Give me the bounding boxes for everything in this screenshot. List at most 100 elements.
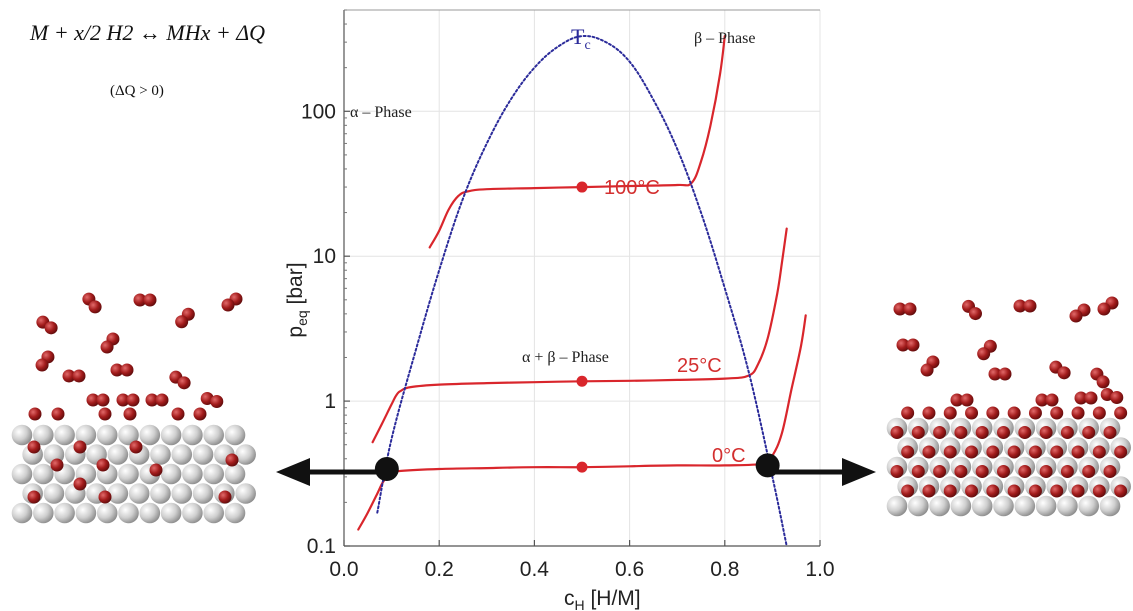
isotherm-label-100c: 100°C	[604, 177, 660, 199]
equation-main: M + x/2 H2 ↔ MHx + ΔQ	[29, 20, 265, 45]
y-axis-label-text: peq [bar]	[284, 262, 310, 337]
metal-atom-right	[971, 495, 993, 517]
metal-atom-left	[33, 502, 54, 524]
h2-molecule-gas-left	[116, 393, 130, 407]
arrow-left-head	[276, 458, 310, 486]
metal-atom-left	[54, 424, 75, 446]
interstitial-h-atom-right	[1103, 465, 1117, 478]
h2-molecule-gas-left	[126, 393, 140, 407]
metal-atom-left	[75, 424, 97, 446]
interstitial-h-atom-right	[1060, 465, 1074, 478]
interstitial-h-atom-left	[225, 453, 239, 467]
h2-molecule-gas-left	[86, 393, 100, 407]
metal-atom-left	[224, 424, 246, 446]
h2-molecule-gas-left	[145, 393, 159, 407]
metal-atom-right	[886, 495, 908, 517]
x-tick-label: 0.0	[329, 558, 358, 581]
h2-molecule-gas-left	[72, 369, 86, 383]
metal-atom-left	[150, 444, 171, 465]
h2-molecule-gas-left	[44, 321, 58, 335]
metal-atom-left	[224, 502, 246, 524]
interstitial-h-atom-left	[50, 458, 64, 472]
interstitial-h-atom-right	[1050, 484, 1064, 498]
metal-atom-right	[993, 495, 1014, 517]
interstitial-h-atom-left	[27, 490, 41, 504]
metal-atom-left	[203, 463, 224, 485]
metal-atom-left	[11, 424, 33, 446]
metal-atom-left	[118, 424, 139, 446]
metal-atom-left	[96, 502, 118, 524]
interstitial-h-atom-right	[997, 465, 1010, 478]
interstitial-h-atom-right	[975, 426, 989, 439]
h2-molecule-gas-right	[906, 338, 920, 352]
metal-atom-left	[203, 502, 224, 524]
interstitial-h-atom-right	[1028, 484, 1042, 498]
h2-molecule-gas-right	[1035, 393, 1049, 407]
h2-molecule-gas-right	[1013, 299, 1027, 313]
interstitial-h-atom-right	[1050, 406, 1064, 420]
metal-atom-right	[1099, 495, 1121, 517]
interstitial-h-atom-right	[1018, 465, 1032, 478]
y-tick-label: 0.1	[307, 535, 336, 558]
axis-ticks: 0.0 0.2 0.4 0.6 0.8 1.0 0.1 1 10 100	[301, 9, 835, 581]
interstitial-h-atom-right	[911, 426, 925, 439]
phase-boundary-point	[374, 456, 399, 481]
interstitial-h-atom-right	[1028, 445, 1042, 459]
y-tick-label: 10	[313, 245, 336, 268]
interstitial-h-atom-right	[1071, 406, 1085, 420]
metal-atom-left	[11, 502, 33, 524]
interstitial-h-atom-right	[901, 406, 915, 420]
interstitial-h-atom-right	[997, 426, 1010, 439]
y-tick-label: 100	[301, 100, 336, 123]
h2-molecule-gas-left	[221, 298, 235, 312]
metal-atom-left	[150, 483, 171, 504]
interstitial-h-atom-right	[943, 445, 957, 459]
y-tick-label: 1	[324, 390, 336, 413]
isotherm-line-0	[428, 35, 726, 249]
metal-atom-left	[107, 483, 129, 504]
metal-atom-left	[182, 502, 203, 524]
metal-atom-left	[75, 502, 97, 524]
interstitial-h-atom-right	[954, 465, 968, 478]
metal-atom-right	[950, 495, 972, 517]
x-tick-label: 0.4	[520, 558, 550, 581]
h2-molecule-gas-right	[920, 363, 934, 377]
h2-molecule-gas-left	[175, 315, 189, 329]
interstitial-h-atom-right	[1028, 406, 1042, 420]
metal-atom-left	[11, 463, 33, 485]
metal-atom-left	[96, 424, 118, 446]
metal-atom-left	[192, 444, 214, 465]
metal-atom-left	[160, 424, 182, 446]
interstitial-h-atom-left	[73, 440, 87, 454]
plot-area: 0.0 0.2 0.4 0.6 0.8 1.0 0.1 1 10 100	[301, 9, 835, 581]
surface-h-atom-left	[51, 407, 65, 421]
h2-molecule-gas-right	[1057, 366, 1071, 380]
metal-atom-right	[1078, 495, 1099, 517]
metal-atom-left	[235, 483, 256, 504]
interstitial-h-atom-left	[27, 440, 41, 454]
interstitial-h-atom-right	[954, 426, 968, 439]
beta-phase-label: β – Phase	[694, 30, 755, 47]
h2-molecule-gas-right	[988, 367, 1002, 381]
interstitial-h-atom-right	[911, 465, 925, 478]
interstitial-h-atom-right	[943, 406, 957, 420]
surface-h-atom-left	[98, 407, 112, 421]
interstitial-h-atom-left	[96, 458, 110, 472]
metal-atom-left	[192, 483, 214, 504]
h2-molecule-gas-left	[110, 363, 124, 377]
metal-atom-left	[160, 502, 182, 524]
h2-molecule-gas-left	[133, 293, 147, 307]
x-tick-label: 0.6	[615, 558, 644, 581]
interstitial-h-atom-right	[1007, 484, 1021, 498]
interstitial-h-atom-right	[986, 445, 1000, 459]
alpha-phase-label: α – Phase	[350, 104, 412, 121]
interstitial-h-atom-left	[98, 490, 112, 504]
equation-condition: (ΔQ > 0)	[110, 83, 164, 99]
markers-layer	[374, 181, 780, 481]
surface-h-atom-left	[171, 407, 185, 421]
metal-atom-left	[182, 463, 203, 485]
interstitial-h-atom-right	[1082, 426, 1096, 439]
interstitial-h-atom-right	[986, 406, 1000, 420]
metal-atom-left	[203, 424, 224, 446]
